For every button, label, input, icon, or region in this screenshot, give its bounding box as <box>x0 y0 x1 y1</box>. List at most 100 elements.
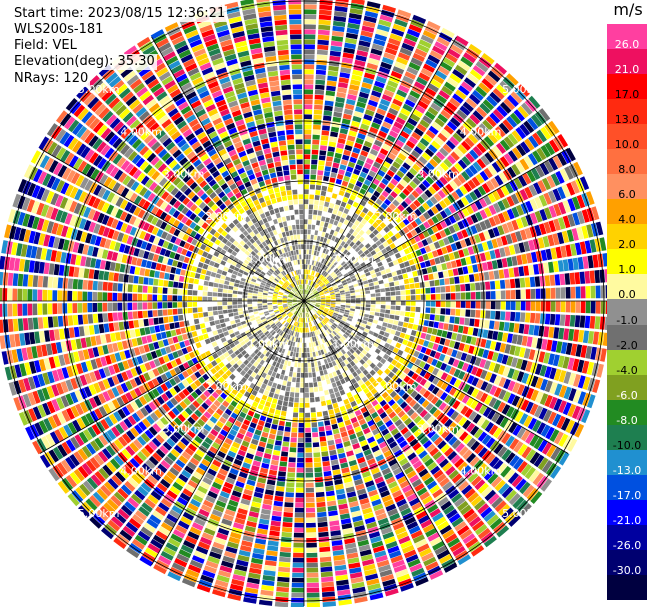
velocity-gate <box>519 158 530 171</box>
velocity-gate <box>278 330 283 335</box>
velocity-gate <box>358 154 367 162</box>
velocity-gate <box>117 408 127 419</box>
velocity-gate <box>427 365 435 374</box>
velocity-gate <box>73 451 84 464</box>
velocity-gate <box>445 244 453 253</box>
velocity-gate <box>367 436 376 444</box>
velocity-gate <box>141 336 148 345</box>
velocity-gate <box>352 364 359 371</box>
velocity-gate <box>233 522 244 530</box>
velocity-gate <box>358 337 364 343</box>
velocity-gate <box>332 209 338 215</box>
velocity-gate <box>439 200 447 209</box>
velocity-gate <box>268 391 274 398</box>
velocity-gate <box>322 364 327 370</box>
velocity-gate <box>340 261 346 266</box>
velocity-gate <box>333 322 338 327</box>
velocity-gate <box>357 45 370 53</box>
velocity-gate <box>378 244 385 251</box>
velocity-gate <box>434 314 440 322</box>
velocity-gate <box>570 286 576 299</box>
velocity-gate <box>381 428 390 436</box>
velocity-gate <box>160 478 171 489</box>
velocity-gate <box>239 545 252 552</box>
velocity-gate <box>92 347 100 358</box>
velocity-gate <box>581 409 591 424</box>
velocity-gate <box>338 357 343 363</box>
velocity-gate <box>310 297 316 300</box>
velocity-gate <box>254 486 265 494</box>
velocity-gate <box>479 221 487 231</box>
velocity-gate <box>110 458 121 470</box>
velocity-gate <box>98 467 110 480</box>
velocity-gate <box>443 504 455 515</box>
velocity-gate <box>501 223 510 234</box>
velocity-gate <box>330 126 340 133</box>
velocity-gate <box>129 329 136 338</box>
velocity-gate <box>337 345 343 351</box>
velocity-gate <box>350 275 356 280</box>
velocity-gate <box>317 350 322 356</box>
velocity-gate <box>439 162 449 172</box>
velocity-gate <box>48 449 60 463</box>
velocity-gate <box>378 214 386 222</box>
velocity-gate <box>358 229 365 236</box>
velocity-gate <box>567 357 575 371</box>
velocity-gate <box>398 221 406 229</box>
velocity-gate <box>18 411 29 426</box>
velocity-gate <box>307 332 310 338</box>
velocity-gate <box>320 327 324 333</box>
velocity-gate <box>306 527 317 533</box>
velocity-gate <box>558 327 565 340</box>
velocity-gate <box>76 417 86 430</box>
velocity-gate <box>448 204 457 214</box>
velocity-gate <box>315 272 319 277</box>
velocity-gate <box>312 255 316 261</box>
velocity-gate <box>210 383 218 391</box>
velocity-gate <box>193 318 200 325</box>
velocity-gate <box>369 53 381 61</box>
velocity-gate <box>285 492 294 498</box>
velocity-gate <box>595 221 604 236</box>
velocity-gate <box>203 411 212 419</box>
velocity-gate <box>317 39 329 46</box>
velocity-gate <box>383 353 390 360</box>
velocity-gate <box>278 347 283 353</box>
velocity-gate <box>143 393 152 403</box>
velocity-gate <box>267 318 272 322</box>
velocity-gate <box>289 351 294 357</box>
velocity-gate <box>315 296 321 299</box>
velocity-gate <box>203 499 214 508</box>
velocity-gate <box>24 362 32 376</box>
velocity-gate <box>288 312 292 317</box>
velocity-gate <box>485 437 496 449</box>
velocity-gate <box>394 285 400 291</box>
velocity-gate <box>365 290 371 294</box>
velocity-gate <box>345 298 351 301</box>
velocity-gate <box>291 308 296 313</box>
velocity-gate <box>305 432 312 438</box>
velocity-gate <box>507 393 516 405</box>
velocity-gate <box>57 444 68 458</box>
velocity-gate <box>148 318 154 326</box>
velocity-gate <box>562 215 571 229</box>
velocity-gate <box>516 371 525 382</box>
velocity-gate <box>430 294 436 300</box>
velocity-gate <box>418 514 430 525</box>
velocity-gate <box>397 337 404 344</box>
velocity-gate <box>394 386 402 394</box>
velocity-gate <box>205 560 219 569</box>
velocity-gate <box>32 375 41 388</box>
velocity-gate <box>333 16 347 23</box>
velocity-gate <box>535 377 544 389</box>
velocity-gate <box>339 228 345 234</box>
velocity-gate <box>367 246 374 253</box>
velocity-gate <box>182 388 190 397</box>
velocity-gate <box>307 229 311 235</box>
velocity-gate <box>188 351 196 359</box>
velocity-gate <box>397 274 404 280</box>
velocity-gate <box>455 284 461 292</box>
velocity-gate <box>446 77 459 88</box>
velocity-gate <box>330 318 335 323</box>
velocity-gate <box>336 325 342 330</box>
